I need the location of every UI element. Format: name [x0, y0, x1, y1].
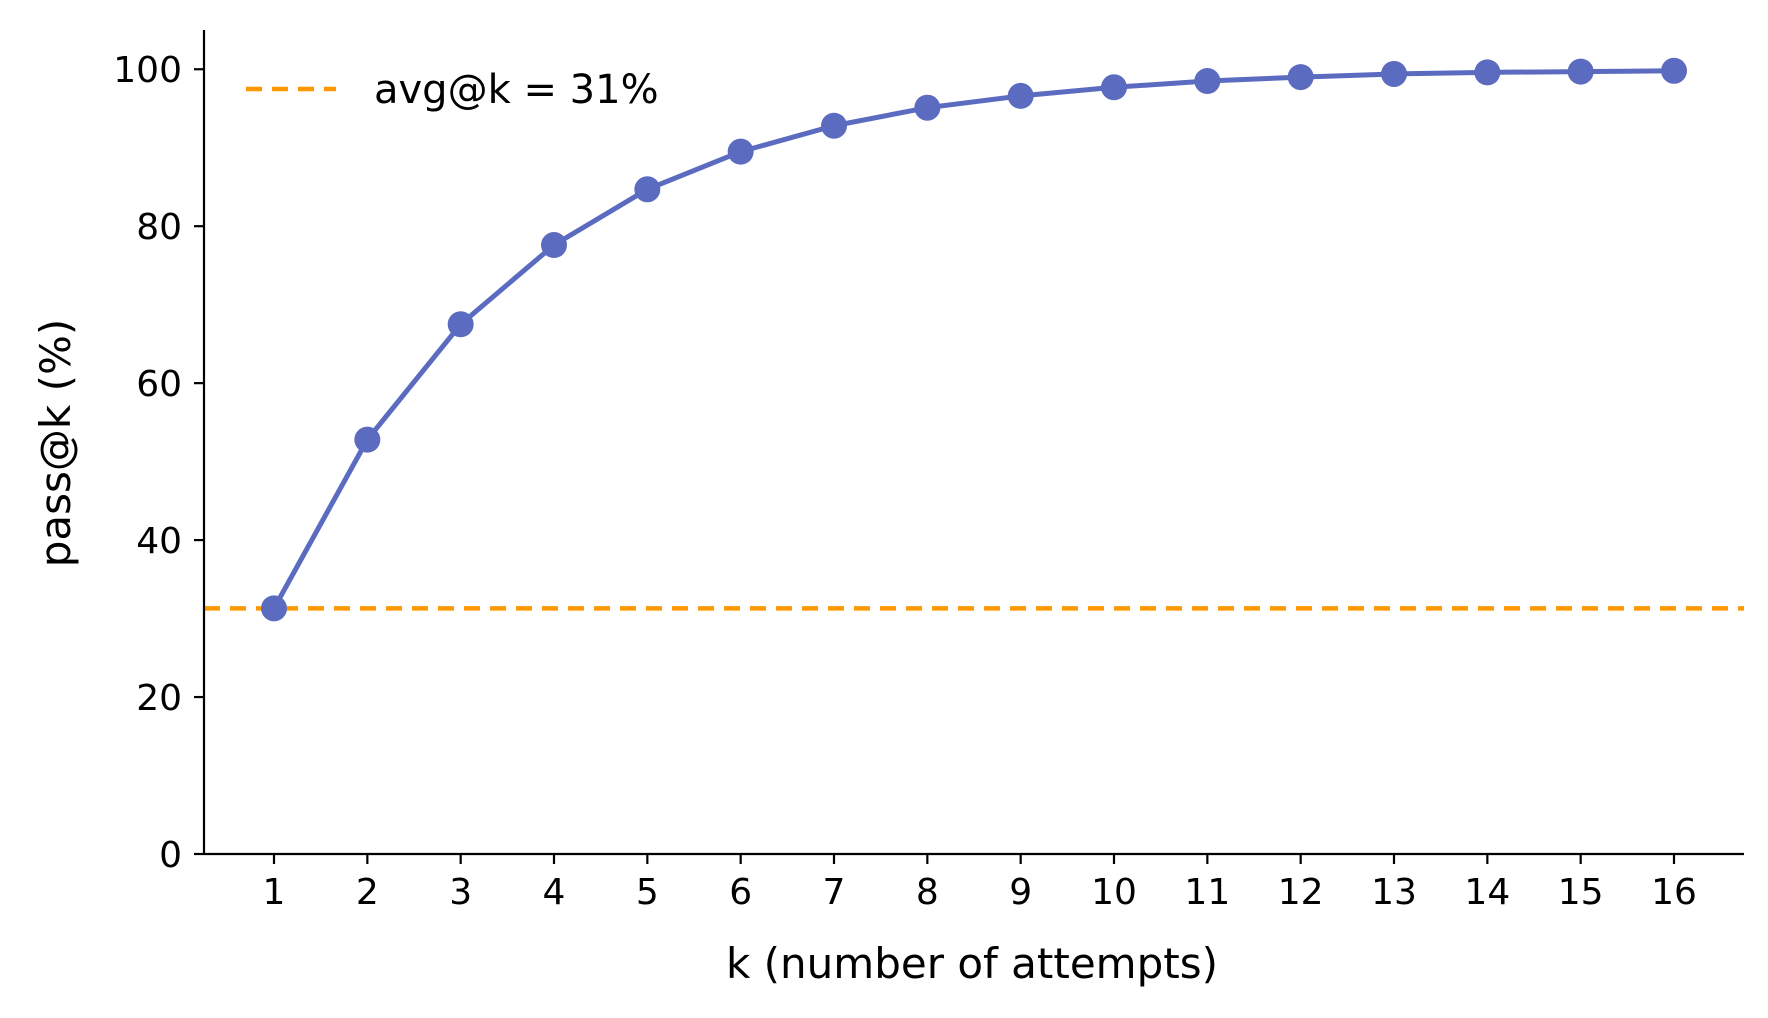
- data-point-k-9: [1007, 82, 1034, 109]
- x-tick-label-16: 16: [1651, 872, 1697, 913]
- x-tick-label-6: 6: [729, 872, 752, 913]
- data-point-k-12: [1287, 64, 1314, 91]
- x-axis-label: k (number of attempts): [726, 939, 1218, 988]
- y-tick-label-20: 20: [136, 678, 182, 719]
- x-tick-label-14: 14: [1464, 872, 1510, 913]
- data-point-k-4: [541, 232, 567, 259]
- x-tick-label-9: 9: [1009, 872, 1032, 913]
- x-tick-label-8: 8: [916, 872, 939, 913]
- data-point-k-7: [821, 112, 847, 139]
- data-point-k-10: [1101, 74, 1127, 101]
- y-tick-label-80: 80: [136, 207, 182, 248]
- data-point-k-13: [1381, 60, 1407, 87]
- data-point-k-11: [1194, 68, 1221, 95]
- legend: avg@k = 31%: [246, 67, 659, 113]
- x-tick-label-15: 15: [1558, 872, 1604, 913]
- x-tick-label-4: 4: [543, 872, 566, 913]
- x-axis: 1 2 3 4 5 6 7 8 9 10 11 12 13 14 15 16: [204, 852, 1744, 913]
- y-tick-label-40: 40: [136, 521, 182, 562]
- x-tick-label-13: 13: [1371, 872, 1417, 913]
- data-point-k-15: [1567, 58, 1594, 85]
- data-point-k-8: [914, 94, 941, 121]
- x-tick-label-5: 5: [636, 872, 659, 913]
- series-line-pass-at-k: [271, 68, 1675, 610]
- x-tick-label-1: 1: [263, 872, 286, 913]
- x-tick-label-3: 3: [449, 872, 472, 913]
- x-tick-label-12: 12: [1278, 872, 1324, 913]
- data-point-k-1: [261, 595, 287, 622]
- data-point-k-3: [447, 311, 474, 338]
- y-tick-label-60: 60: [136, 364, 182, 405]
- data-point-k-5: [634, 176, 661, 203]
- data-point-k-16: [1661, 57, 1687, 84]
- x-tick-label-2: 2: [356, 872, 379, 913]
- x-tick-label-10: 10: [1091, 872, 1137, 913]
- y-axis: 0 20 40 60 80 100: [113, 30, 206, 876]
- x-tick-label-11: 11: [1184, 872, 1230, 913]
- y-tick-label-0: 0: [159, 835, 182, 876]
- data-point-k-2: [354, 426, 381, 453]
- y-tick-label-100: 100: [113, 50, 182, 91]
- legend-label-avg-at-k: avg@k = 31%: [374, 67, 659, 113]
- data-point-k-6: [727, 138, 754, 165]
- plot-area: [204, 57, 1744, 622]
- y-axis-label: pass@k (%): [31, 319, 80, 568]
- x-tick-label-7: 7: [823, 872, 846, 913]
- data-point-k-14: [1474, 59, 1501, 86]
